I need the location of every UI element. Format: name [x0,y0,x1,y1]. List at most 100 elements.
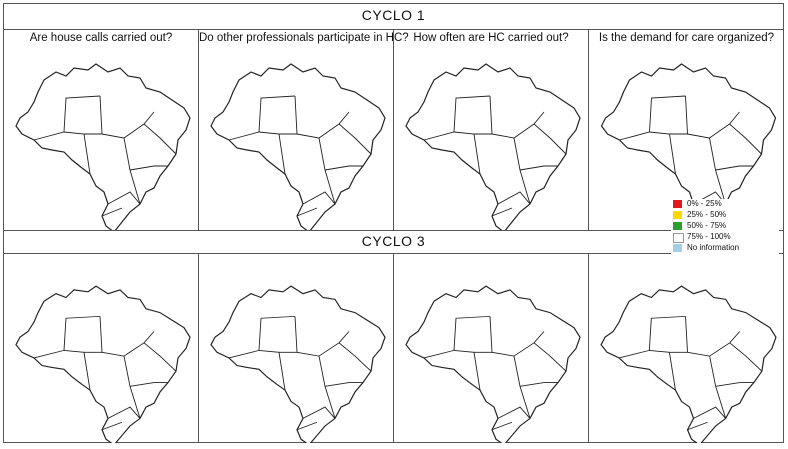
region-border [491,207,513,217]
panel-title: Is the demand for care organized? [598,32,775,44]
region-border [513,331,545,357]
country-outline [210,63,386,230]
country-shape [211,286,385,443]
region-border [63,315,101,351]
country-outline [600,285,777,443]
region-border [423,349,481,391]
region-border [648,315,686,351]
region-border [491,421,513,431]
region-border [729,342,763,372]
panel-title: How often are HC carried out? [413,32,569,44]
legend-swatch-green [673,222,682,230]
brazil-map [405,63,581,230]
legend-item: No information [671,243,779,254]
legend-item: 25% - 50% [671,210,779,221]
region-border [324,382,363,387]
country-shape [601,286,776,443]
region-border [63,95,101,133]
country-shape [16,286,190,443]
region-border [228,349,286,391]
map-panel-c3-4 [589,254,784,443]
region-border [491,133,531,205]
country-outline [405,285,581,443]
region-border [497,406,531,419]
cycle-3-title: CYCLO 3 [361,233,426,249]
region-border [497,191,531,205]
legend-label: 0% - 25% [687,199,722,208]
figure-frame: CYCLO 1 CYCLO 3 Are house calls carried … [3,3,784,443]
legend-item: 0% - 25% [671,199,779,210]
region-border [258,315,296,351]
map-legend: 0% - 25% 25% - 50% 50% - 75% 75% - 100% … [671,199,779,259]
region-border [228,131,286,175]
map-panel-c1-4: Is the demand for care organized? [589,30,784,230]
region-border [33,349,91,391]
region-border [491,351,531,419]
country-shape [406,64,580,230]
map-panel-c1-3: How often are HC carried out? [394,30,588,230]
country-shape [601,64,776,230]
legend-item: 75% - 100% [671,232,779,243]
region-border [619,131,676,175]
panel-separator [198,29,199,230]
region-border [129,382,168,387]
brazil-map [15,285,191,443]
region-border [107,191,141,205]
country-shape [406,286,580,443]
map-panel-c3-3 [394,254,588,443]
country-shape [16,64,190,230]
region-border [318,331,350,357]
region-border [453,95,491,133]
region-border [423,131,481,175]
map-panel-c3-1 [4,254,198,443]
region-border [453,315,491,351]
panel-separator [588,253,589,443]
legend-label: No information [687,243,740,252]
region-border [101,133,141,205]
region-border [519,165,558,171]
country-outline [405,63,581,230]
region-border [296,351,336,419]
brazil-map [405,285,581,443]
legend-item: 50% - 75% [671,221,779,232]
brazil-map [210,285,386,443]
panel-title: Are house calls carried out? [29,32,173,44]
panel-separator [393,29,394,230]
panel-title: Do other professionals participate in HC… [199,32,409,44]
map-panel-c1-1: Are house calls carried out? [4,30,198,230]
brazil-map [15,63,191,230]
region-border [296,133,336,205]
region-border [129,165,168,171]
country-outline [15,285,191,443]
region-border [533,342,567,372]
region-border [715,382,754,387]
region-border [519,382,558,387]
region-border [101,207,123,217]
region-border [715,165,754,171]
legend-swatch-red [673,200,682,208]
country-shape [211,64,385,230]
region-border [533,123,567,155]
panel-separator [588,29,589,230]
region-border [296,421,318,431]
legend-swatch-yellow [673,211,682,219]
region-border [258,95,296,133]
region-border [338,342,372,372]
brazil-map [210,63,386,230]
region-border [619,349,676,391]
country-outline [210,285,386,443]
legend-label: 75% - 100% [687,232,731,241]
region-border [687,133,726,205]
panel-separator [198,253,199,443]
brazil-map [600,285,777,443]
legend-label: 25% - 50% [687,210,727,219]
map-panel-c3-2 [199,254,393,443]
region-border [649,95,686,133]
region-border [143,342,177,372]
region-border [729,123,762,155]
cycle-3-top-divider [4,230,783,231]
legend-swatch-blue [673,244,682,252]
region-border [101,351,141,419]
panel-separator [393,253,394,443]
region-border [302,406,336,419]
